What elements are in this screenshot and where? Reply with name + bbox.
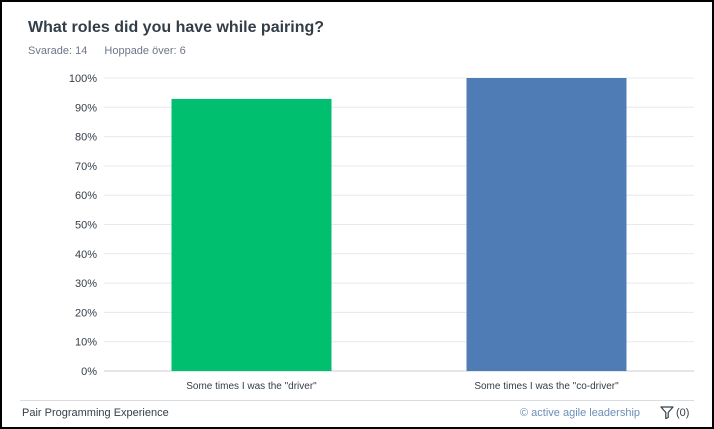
bar-chart: 0% 10% 20% 30% 40% 50% 60% 70% 80% 90% 100% Some ti… bbox=[69, 73, 694, 392]
y-tick-label: 60% bbox=[75, 190, 97, 202]
bar bbox=[171, 98, 332, 371]
x-tick-label: Some times I was the "driver" bbox=[186, 381, 317, 392]
y-tick-label: 40% bbox=[75, 249, 97, 261]
skipped-count: Hoppade över: 6 bbox=[104, 45, 186, 57]
y-tick-label: 80% bbox=[75, 132, 97, 144]
x-tick-label: Some times I was the "co-driver" bbox=[474, 381, 619, 392]
bar bbox=[466, 78, 627, 371]
question-title: What roles did you have while pairing? bbox=[28, 19, 325, 36]
answered-count: Svarade: 14 bbox=[28, 45, 88, 57]
y-tick-label: 90% bbox=[75, 102, 97, 114]
filter-icon bbox=[660, 406, 674, 419]
y-tick-label: 20% bbox=[75, 307, 97, 319]
y-tick-label: 0% bbox=[81, 366, 97, 378]
y-tick-label: 70% bbox=[75, 161, 97, 173]
y-tick-label: 30% bbox=[75, 278, 97, 290]
y-tick-label: 50% bbox=[75, 220, 97, 232]
filter-count: (0) bbox=[676, 406, 690, 419]
survey-name: Pair Programming Experience bbox=[22, 407, 169, 419]
credit-link[interactable]: © active agile leadership bbox=[520, 407, 641, 419]
response-stats: Svarade: 14 Hoppade över: 6 bbox=[28, 45, 200, 57]
y-tick-label: 100% bbox=[69, 73, 97, 85]
footer-divider bbox=[20, 400, 694, 401]
filter-button[interactable]: (0) bbox=[660, 406, 689, 419]
y-tick-label: 10% bbox=[75, 337, 97, 349]
